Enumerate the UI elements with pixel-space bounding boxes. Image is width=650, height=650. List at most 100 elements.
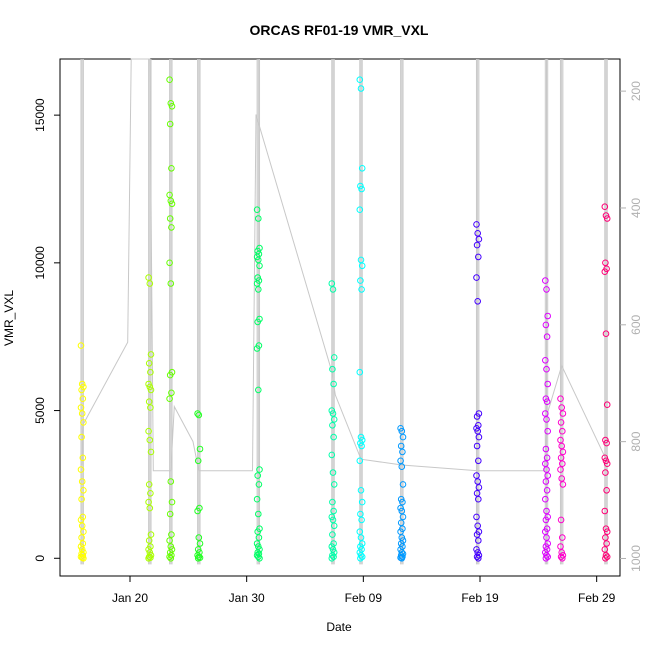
data-point-11-19 — [603, 540, 610, 547]
data-point-5-2 — [330, 354, 338, 361]
data-point-11-12 — [603, 460, 611, 468]
data-point-9-18 — [542, 478, 550, 485]
data-point-11-2 — [603, 215, 611, 222]
data-point-2-11 — [167, 280, 175, 287]
data-point-6-21 — [357, 534, 365, 541]
data-point-8-29 — [475, 555, 482, 562]
data-point-10-1 — [558, 404, 566, 411]
data-point-7-4 — [399, 448, 406, 456]
data-point-0-10 — [77, 466, 85, 473]
data-point-2-14 — [168, 389, 175, 397]
data-point-1-20 — [145, 546, 152, 553]
data-point-1-0 — [145, 274, 152, 281]
data-point-4-21 — [254, 510, 262, 518]
y-tick-label-3: 15000 — [33, 98, 47, 132]
data-point-5-17 — [330, 522, 338, 530]
data-point-3-1 — [195, 411, 203, 419]
data-point-5-20 — [328, 543, 336, 550]
y-tick-label-2: 10000 — [33, 246, 47, 280]
data-point-10-6 — [558, 442, 566, 450]
data-point-9-10 — [542, 410, 549, 417]
data-point-8-24 — [475, 537, 482, 544]
data-point-1-18 — [145, 537, 153, 544]
data-point-7-15 — [397, 528, 404, 536]
data-point-1-12 — [147, 448, 155, 456]
data-point-10-10 — [557, 466, 564, 473]
data-point-1-5 — [145, 380, 152, 388]
data-point-2-9 — [168, 224, 175, 231]
data-point-7-13 — [397, 519, 405, 527]
x-tick-label-3: Feb 19 — [461, 591, 499, 605]
data-point-9-26 — [543, 534, 550, 541]
pressure-trace-line — [81, 58, 607, 472]
data-point-4-11 — [254, 286, 262, 293]
data-point-11-6 — [602, 330, 610, 338]
y2-tick-label-1: 400 — [629, 198, 643, 218]
chart-title: ORCAS RF01-19 VMR_VXL — [250, 22, 429, 38]
data-point-6-20 — [356, 528, 364, 536]
data-point-11-16 — [602, 525, 610, 533]
data-point-6-1 — [357, 85, 365, 92]
data-point-0-15 — [77, 516, 85, 524]
y2-tick-label-0: 200 — [629, 81, 643, 101]
data-point-1-2 — [147, 351, 155, 358]
data-point-8-15 — [473, 472, 480, 479]
data-point-11-7 — [603, 401, 611, 409]
plot-frame — [59, 58, 621, 577]
data-point-9-19 — [543, 487, 551, 494]
data-point-5-5 — [328, 407, 336, 414]
data-point-0-9 — [79, 454, 87, 462]
data-point-7-11 — [398, 507, 406, 515]
data-point-0-6 — [78, 410, 86, 417]
data-point-6-5 — [356, 206, 364, 213]
data-point-11-0 — [601, 203, 609, 210]
data-point-5-15 — [328, 513, 336, 521]
data-point-5-24 — [330, 553, 337, 561]
data-point-8-10 — [473, 425, 480, 432]
data-point-0-0 — [77, 342, 85, 349]
data-point-3-13 — [194, 555, 202, 562]
data-point-10-17 — [559, 552, 567, 559]
data-point-8-2 — [475, 235, 483, 243]
y-tick-label-0: 0 — [33, 555, 47, 562]
data-point-2-8 — [166, 215, 174, 222]
data-point-10-14 — [559, 534, 566, 541]
data-point-1-4 — [147, 368, 154, 376]
data-point-1-9 — [147, 404, 154, 411]
x-tick-label-0: Jan 20 — [112, 591, 148, 605]
y-axis-label: VMR_VXL — [2, 290, 16, 346]
data-point-11-14 — [603, 487, 610, 494]
x-axis: Jan 20 Jan 30 Feb 09 Feb 19 Feb 29 — [112, 576, 616, 605]
data-point-9-21 — [543, 507, 550, 515]
data-point-4-5 — [253, 253, 261, 261]
data-point-2-18 — [166, 510, 174, 518]
data-point-8-1 — [474, 230, 482, 237]
data-point-11-1 — [602, 212, 610, 219]
data-point-2-24 — [168, 552, 175, 559]
y2-tick-label-2: 600 — [629, 314, 643, 334]
data-point-1-10 — [145, 427, 152, 435]
data-point-8-6 — [474, 298, 482, 305]
data-point-4-17 — [256, 466, 263, 473]
data-point-9-7 — [544, 380, 552, 388]
data-point-1-6 — [146, 383, 154, 391]
y2-tick-label-3: 800 — [629, 431, 643, 451]
data-point-8-11 — [474, 427, 482, 435]
data-point-2-3 — [166, 120, 174, 128]
data-point-4-19 — [255, 481, 263, 488]
data-point-4-6 — [254, 256, 262, 264]
data-point-9-5 — [542, 357, 549, 364]
data-point-7-7 — [399, 481, 407, 488]
data-point-8-25 — [473, 546, 480, 553]
data-point-8-23 — [473, 531, 481, 538]
data-point-7-26 — [398, 555, 406, 562]
data-point-11-10 — [601, 454, 609, 462]
data-point-11-15 — [601, 507, 609, 515]
data-point-11-23 — [602, 555, 609, 562]
data-point-5-6 — [329, 410, 337, 417]
data-point-1-17 — [147, 531, 155, 538]
data-point-9-4 — [543, 333, 551, 341]
data-point-2-5 — [166, 191, 173, 199]
data-point-4-31 — [254, 553, 262, 561]
